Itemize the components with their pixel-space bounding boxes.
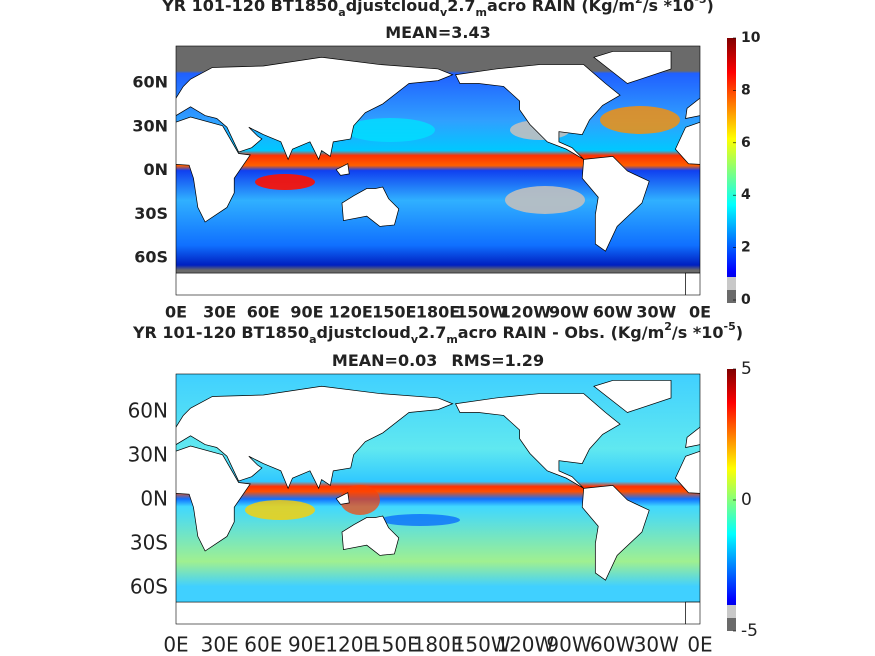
title-part: a (309, 333, 316, 346)
title-part: 2 (635, 0, 643, 6)
stat: RMS=1.29 (451, 351, 544, 370)
x-tick-label: 180E (413, 633, 464, 656)
colorbar-tick-label: 8 (741, 82, 751, 98)
panel-title: YR 101-120 BT1850adjustcloudv2.7macro RA… (161, 0, 714, 19)
colorbar-2 (727, 369, 736, 631)
title-part: v (411, 333, 419, 346)
map-2 (176, 374, 700, 624)
x-tick-label: 60E (244, 633, 282, 656)
title-part: m (446, 333, 457, 346)
x-tick-label: 150W (453, 633, 511, 656)
stat: MEAN=0.03 (332, 351, 438, 370)
y-tick-label: 30N (132, 116, 168, 135)
title-part: djustcloud (317, 323, 411, 342)
title-part: -5 (724, 320, 736, 333)
title-part: 2 (664, 320, 672, 333)
x-tick-label: 0E (689, 303, 711, 322)
x-tick-label: 150E (372, 303, 416, 322)
colorbar-tick-label: 10 (741, 30, 761, 46)
title-part: YR 101-120 BT1850 (132, 323, 309, 342)
x-tick-label: 180E (416, 303, 460, 322)
colorbar-tick-label: -5 (741, 621, 758, 641)
stat: MEAN=3.43 (385, 23, 491, 42)
panel-title: YR 101-120 BT1850adjustcloudv2.7macro RA… (132, 320, 743, 346)
colorbar-tick-label: 6 (741, 135, 751, 151)
x-tick-label: 0E (165, 303, 187, 322)
x-tick-label: 60E (247, 303, 280, 322)
x-tick-label: 90W (549, 303, 589, 322)
colorbar-1 (727, 38, 736, 303)
y-tick-label: 30S (134, 204, 168, 223)
x-tick-label: 90W (546, 633, 591, 656)
title-part: v (440, 6, 448, 19)
title-part: acro RAIN (Kg/m (487, 0, 635, 15)
title-part: 2.7 (447, 0, 475, 15)
y-tick-label: 60S (130, 575, 168, 599)
colorbar-tick-label: 0 (741, 292, 751, 308)
x-tick-label: 120E (329, 303, 373, 322)
x-tick-label: 120W (500, 303, 551, 322)
title-part: YR 101-120 BT1850 (161, 0, 338, 15)
title-part: ) (707, 0, 714, 15)
title-part: djustcloud (346, 0, 440, 15)
x-tick-label: 150W (456, 303, 507, 322)
title-part: acro RAIN - Obs. (Kg/m (458, 323, 664, 342)
title-part: /s *10 (643, 0, 695, 15)
title-part: /s *10 (672, 323, 724, 342)
y-tick-label: 60S (134, 248, 168, 267)
y-tick-label: 0N (143, 160, 168, 179)
colorbar-tick-label: 2 (741, 240, 751, 256)
x-tick-label: 30W (634, 633, 679, 656)
x-tick-label: 30W (636, 303, 676, 322)
x-tick-label: 150E (369, 633, 420, 656)
x-tick-label: 90E (288, 633, 326, 656)
title-part: 2.7 (418, 323, 446, 342)
panel-stats: MEAN=3.43 (385, 23, 491, 42)
x-tick-label: 30E (201, 633, 239, 656)
title-part: ) (736, 323, 743, 342)
title-part: -5 (694, 0, 706, 6)
x-tick-label: 60W (590, 633, 635, 656)
x-tick-label: 0E (163, 633, 188, 656)
title-part: a (338, 6, 345, 19)
colorbar-tick-label: 0 (741, 490, 752, 510)
colorbar-tick-label: 5 (741, 359, 752, 379)
y-tick-label: 60N (132, 73, 168, 92)
x-tick-label: 120E (325, 633, 376, 656)
x-tick-label: 0E (687, 633, 712, 656)
title-part: m (476, 6, 487, 19)
y-tick-label: 60N (128, 399, 168, 423)
y-tick-label: 0N (140, 487, 168, 511)
x-tick-label: 90E (290, 303, 323, 322)
x-tick-label: 60W (593, 303, 633, 322)
x-tick-label: 30E (203, 303, 236, 322)
map-1 (176, 46, 700, 295)
panel-stats: MEAN=0.03 RMS=1.29 (332, 351, 544, 370)
y-tick-label: 30S (130, 531, 168, 555)
y-tick-label: 30N (128, 443, 168, 467)
colorbar-tick-label: 4 (741, 187, 751, 203)
x-tick-label: 120W (496, 633, 554, 656)
